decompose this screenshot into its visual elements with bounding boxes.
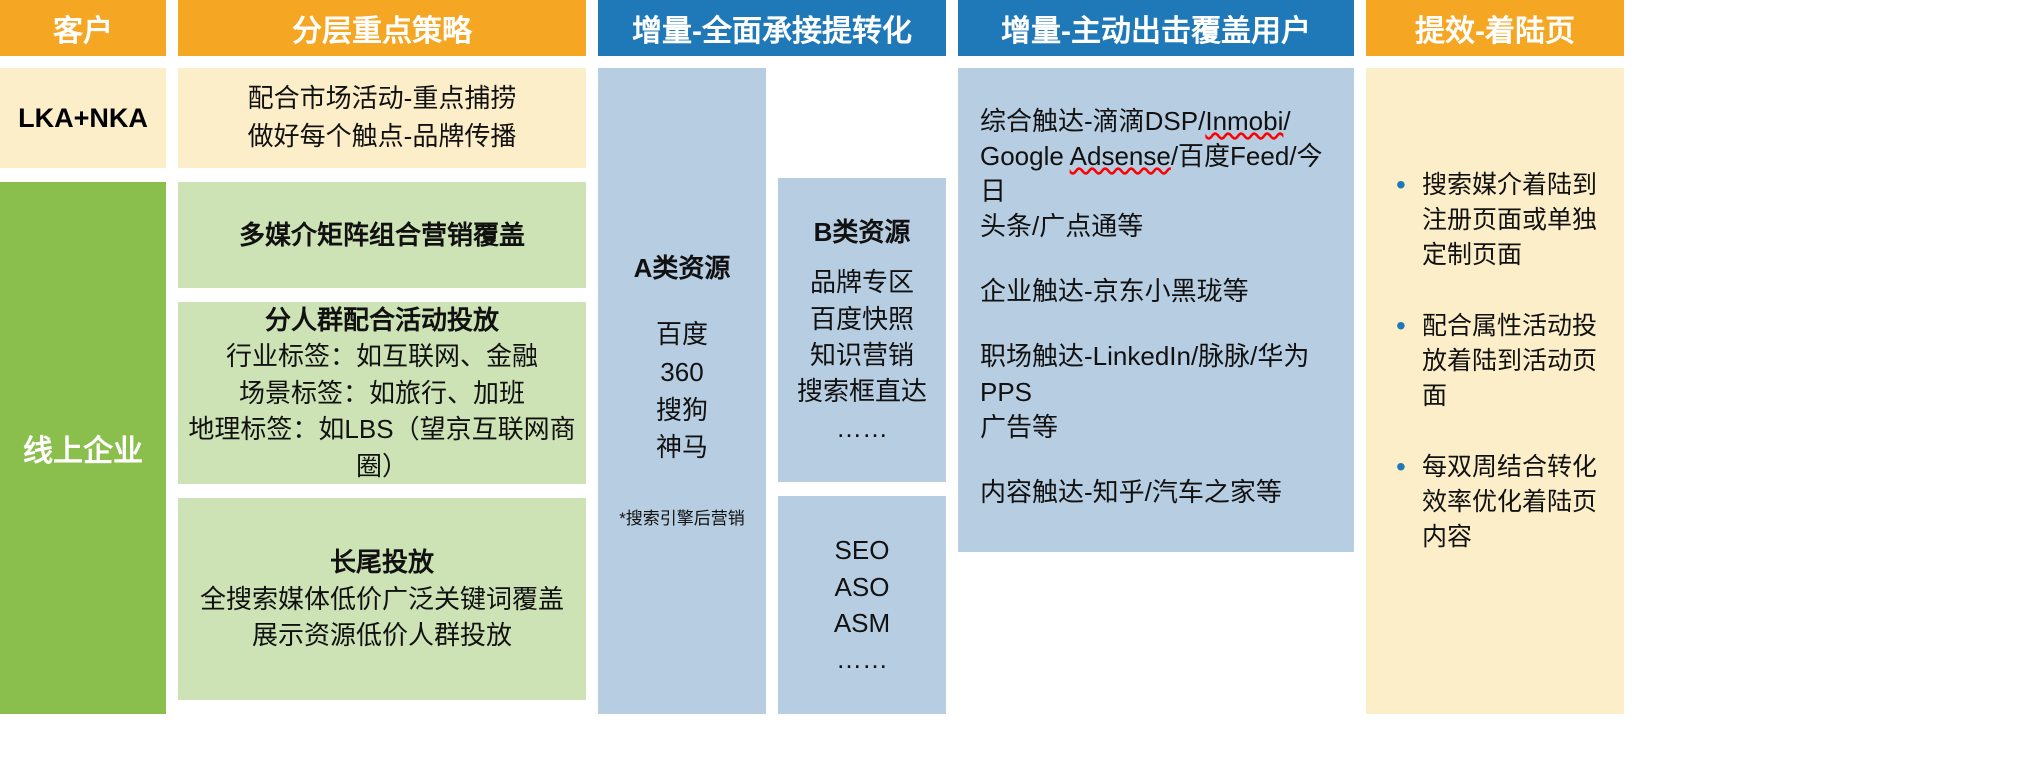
- conversion-body: A类资源 百度 360 搜狗 神马 *搜索引擎后营销 B类资源 品牌专区 百度快…: [598, 68, 946, 714]
- column-customer: 客户 LKA+NKA 线上企业: [0, 0, 166, 714]
- seo-line-ellipsis: ……: [836, 641, 888, 677]
- a-res-shenma: 神马: [656, 429, 708, 467]
- header-conversion: 增量-全面承接提转化: [598, 0, 946, 56]
- outreach-group-general: 综合触达-滴滴DSP/Inmobi/ Google Adsense/百度Feed…: [980, 104, 1332, 244]
- infographic-root: 客户 LKA+NKA 线上企业 分层重点策略 配合市场活动-重点捕捞 做好每个触…: [0, 0, 2026, 714]
- outreach-g3-line2: 广告等: [980, 412, 1058, 442]
- strategy-block-multimedia: 多媒介矩阵组合营销覆盖: [178, 182, 586, 288]
- strategy-block3-line1: 全搜索媒体低价广泛关键词覆盖: [200, 581, 564, 617]
- landing-item-3: 每双周结合转化效率优化着陆页内容: [1396, 450, 1604, 555]
- header-landing: 提效-着陆页: [1366, 0, 1624, 56]
- header-strategy: 分层重点策略: [178, 0, 586, 56]
- header-outreach: 增量-主动出击覆盖用户: [958, 0, 1354, 56]
- seo-line-asm: ASM: [834, 605, 890, 641]
- outreach-group-content: 内容触达-知乎/汽车之家等: [980, 475, 1332, 510]
- landing-list: 搜索媒介着陆到注册页面或单独定制页面 配合属性活动投放着陆到活动页面 每双周结合…: [1396, 168, 1604, 555]
- b-resources-title: B类资源: [814, 214, 911, 250]
- b-res-knowledge: 知识营销: [810, 337, 914, 373]
- b-res-ellipsis: ……: [836, 410, 888, 446]
- outreach-g1-google: Google: [980, 141, 1070, 171]
- outreach-body: 综合触达-滴滴DSP/Inmobi/ Google Adsense/百度Feed…: [958, 68, 1354, 552]
- cell-lka-nka: LKA+NKA: [0, 68, 166, 168]
- a-res-360: 360: [660, 354, 703, 392]
- strategy-row1-line2: 做好每个触点-品牌传播: [248, 118, 517, 156]
- conversion-b-resources: B类资源 品牌专区 百度快照 知识营销 搜索框直达 ……: [778, 178, 946, 482]
- a-res-baidu: 百度: [656, 316, 708, 354]
- column-outreach: 增量-主动出击覆盖用户 综合触达-滴滴DSP/Inmobi/ Google Ad…: [958, 0, 1354, 714]
- a-res-note: *搜索引擎后营销: [619, 507, 745, 532]
- conversion-right-stack: B类资源 品牌专区 百度快照 知识营销 搜索框直达 …… SEO ASO ASM…: [778, 68, 946, 714]
- strategy-block2-title: 分人群配合活动投放: [265, 302, 499, 338]
- strategy-block-segmented: 分人群配合活动投放 行业标签：如互联网、金融 场景标签：如旅行、加班 地理标签：…: [178, 302, 586, 484]
- outreach-g1-adsense: Adsense: [1070, 141, 1171, 171]
- b-res-searchbox: 搜索框直达: [797, 373, 927, 409]
- conversion-seo-block: SEO ASO ASM ……: [778, 496, 946, 714]
- landing-body: 搜索媒介着陆到注册页面或单独定制页面 配合属性活动投放着陆到活动页面 每双周结合…: [1366, 68, 1624, 714]
- seo-line-aso: ASO: [835, 569, 890, 605]
- strategy-block2-line2: 场景标签：如旅行、加班: [239, 375, 525, 411]
- strategy-block-longtail: 长尾投放 全搜索媒体低价广泛关键词覆盖 展示资源低价人群投放: [178, 498, 586, 700]
- strategy-row1: 配合市场活动-重点捕捞 做好每个触点-品牌传播: [178, 68, 586, 168]
- landing-item-1: 搜索媒介着陆到注册页面或单独定制页面: [1396, 168, 1604, 273]
- strategy-block2-line3: 地理标签：如LBS（望京互联网商圈）: [178, 411, 586, 484]
- strategy-block2-line1: 行业标签：如互联网、金融: [226, 338, 538, 374]
- a-resources-title: A类资源: [634, 250, 731, 288]
- outreach-g1-slash: /: [1283, 106, 1290, 136]
- outreach-g1-prefix: 综合触达-滴滴DSP/: [980, 106, 1205, 136]
- header-customer: 客户: [0, 0, 166, 56]
- column-strategy: 分层重点策略 配合市场活动-重点捕捞 做好每个触点-品牌传播 多媒介矩阵组合营销…: [178, 0, 586, 714]
- column-landing: 提效-着陆页 搜索媒介着陆到注册页面或单独定制页面 配合属性活动投放着陆到活动页…: [1366, 0, 1624, 714]
- b-res-brandzone: 品牌专区: [810, 264, 914, 300]
- cell-online-enterprise: 线上企业: [0, 182, 166, 714]
- column-conversion: 增量-全面承接提转化 A类资源 百度 360 搜狗 神马 *搜索引擎后营销 B类…: [598, 0, 946, 714]
- outreach-g3-line1: 职场触达-LinkedIn/脉脉/华为PPS: [980, 341, 1309, 406]
- seo-line-seo: SEO: [835, 532, 890, 568]
- strategy-row1-line1: 配合市场活动-重点捕捞: [248, 80, 517, 118]
- outreach-group-enterprise: 企业触达-京东小黑珑等: [980, 274, 1332, 309]
- outreach-group-workplace: 职场触达-LinkedIn/脉脉/华为PPS 广告等: [980, 339, 1332, 444]
- b-res-baidu-snapshot: 百度快照: [810, 301, 914, 337]
- outreach-g1-inmobi: Inmobi: [1205, 106, 1283, 136]
- conversion-a-resources: A类资源 百度 360 搜狗 神马 *搜索引擎后营销: [598, 68, 766, 714]
- strategy-block3-line2: 展示资源低价人群投放: [252, 617, 512, 653]
- strategy-block3-title: 长尾投放: [330, 544, 434, 580]
- outreach-g1-line3: 头条/广点通等: [980, 211, 1143, 241]
- a-res-sogou: 搜狗: [656, 392, 708, 430]
- strategy-block1-title: 多媒介矩阵组合营销覆盖: [239, 217, 525, 253]
- landing-item-2: 配合属性活动投放着陆到活动页面: [1396, 309, 1604, 414]
